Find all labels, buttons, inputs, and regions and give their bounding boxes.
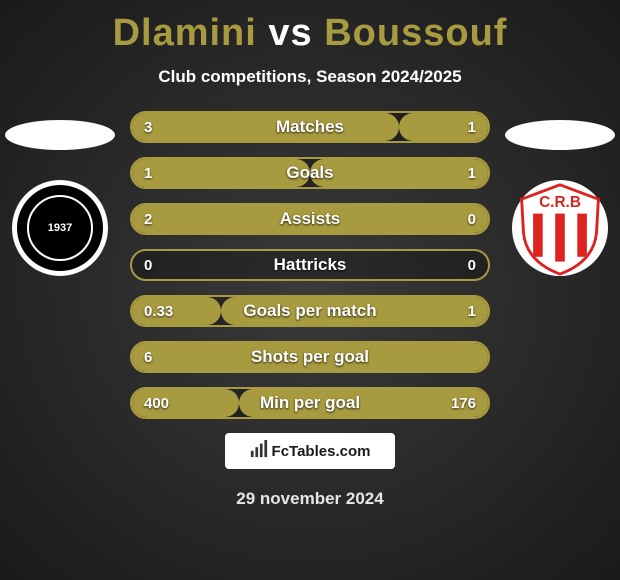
comparison-title: Dlamini vs Boussouf xyxy=(0,0,620,55)
club-badge-left: 1937 xyxy=(12,180,108,276)
club-badge-right: C.R.B xyxy=(512,180,608,276)
chart-icon xyxy=(250,440,268,462)
footer-date: 29 november 2024 xyxy=(0,489,620,509)
stat-row: 20Assists xyxy=(130,203,490,235)
stat-row: 400176Min per goal xyxy=(130,387,490,419)
stat-label: Hattricks xyxy=(132,255,488,275)
club-badge-right-text: C.R.B xyxy=(539,194,581,211)
vs-text: vs xyxy=(268,12,312,54)
site-name: FcTables.com xyxy=(272,443,371,460)
stat-label: Matches xyxy=(132,117,488,137)
stats-list: 31Matches 11Goals 20Assists 00Hattricks 0.33… xyxy=(130,111,490,419)
stat-label: Goals xyxy=(132,163,488,183)
stat-row: 0.331Goals per match xyxy=(130,295,490,327)
player2-name: Boussouf xyxy=(324,12,507,54)
season-subtitle: Club competitions, Season 2024/2025 xyxy=(0,67,620,87)
stat-label: Assists xyxy=(132,209,488,229)
player1-name: Dlamini xyxy=(113,12,257,54)
site-logo: FcTables.com xyxy=(225,433,395,469)
stat-label: Min per goal xyxy=(132,393,488,413)
player-right-avatar-placeholder xyxy=(505,120,615,150)
stat-label: Shots per goal xyxy=(132,347,488,367)
player-left-column: 1937 xyxy=(0,120,120,276)
stat-label: Goals per match xyxy=(132,301,488,321)
player-right-column: C.R.B xyxy=(500,120,620,276)
stat-row: 31Matches xyxy=(130,111,490,143)
stat-row: 00Hattricks xyxy=(130,249,490,281)
stat-row: 11Goals xyxy=(130,157,490,189)
player-left-avatar-placeholder xyxy=(5,120,115,150)
club-badge-left-year: 1937 xyxy=(48,222,72,234)
stat-row: 6Shots per goal xyxy=(130,341,490,373)
